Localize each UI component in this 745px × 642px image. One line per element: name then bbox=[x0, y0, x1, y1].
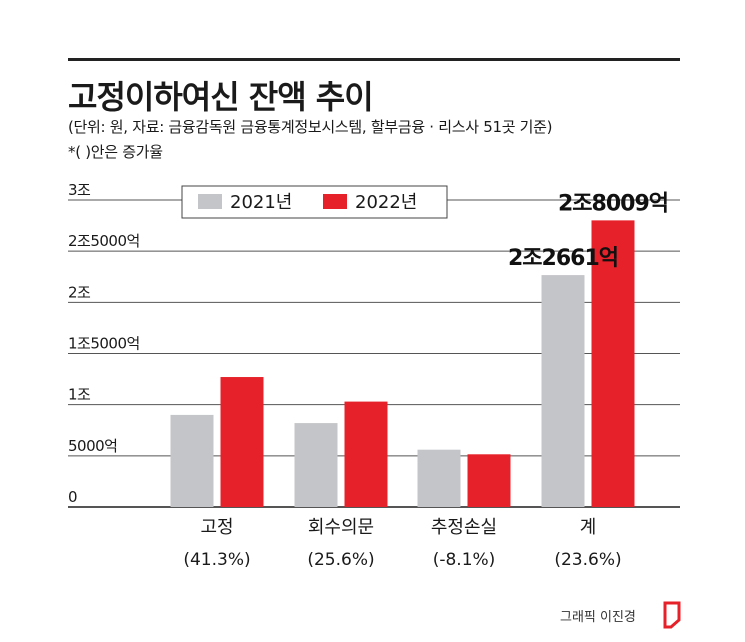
logo-mark-icon bbox=[663, 601, 681, 629]
bar-2022 bbox=[591, 220, 635, 507]
category-label: 계 bbox=[580, 517, 597, 538]
chart-subtitle: (단위: 원, 자료: 금융감독원 금융통계정보시스템, 할부금융 · 리스사 … bbox=[68, 118, 553, 136]
category-rate-label: (-8.1%) bbox=[433, 550, 496, 570]
category-label: 추정손실 bbox=[431, 517, 497, 538]
legend-swatch-2022 bbox=[323, 194, 347, 209]
chart-title: 고정이하여신 잔액 추이 bbox=[68, 78, 374, 116]
category-rate-label: (41.3%) bbox=[183, 550, 250, 570]
data-label: 2조8009억 bbox=[558, 191, 668, 216]
legend-label-2021: 2021년 bbox=[230, 192, 292, 213]
bar-2022 bbox=[467, 454, 511, 507]
y-tick-label: 5000억 bbox=[68, 437, 117, 455]
bar-2022 bbox=[220, 377, 264, 507]
bar-layer bbox=[170, 220, 635, 507]
legend-swatch-2021 bbox=[198, 194, 222, 209]
data-label: 2조2661억 bbox=[508, 246, 618, 271]
y-tick-label: 1조5000억 bbox=[68, 335, 140, 353]
category-rate-label: (23.6%) bbox=[554, 550, 621, 570]
category-label: 회수의문 bbox=[308, 517, 374, 538]
legend-box bbox=[181, 185, 448, 219]
top-rule bbox=[68, 58, 680, 61]
label-layer: 고정 (41.3%) 회수의문 (25.6%) 추정손실 (-8.1%) 계 (23.6%) 2… bbox=[183, 191, 669, 570]
legend-label-2022: 2022년 bbox=[355, 192, 417, 213]
y-tick-label: 2조 bbox=[68, 283, 91, 301]
y-tick-label: 3조 bbox=[68, 181, 91, 199]
bar-2021 bbox=[170, 414, 214, 507]
bar-2022 bbox=[344, 401, 388, 507]
category-label: 고정 bbox=[200, 517, 233, 538]
category-rate-label: (25.6%) bbox=[307, 550, 374, 570]
bar-2021 bbox=[417, 449, 461, 507]
credit: 그래픽 이진경 bbox=[560, 610, 636, 625]
y-tick-label: 2조5000억 bbox=[68, 232, 140, 250]
bar-2021 bbox=[541, 275, 585, 507]
chart-note: *( )안은 증가율 bbox=[68, 143, 163, 161]
bar-2021 bbox=[294, 423, 338, 507]
y-tick-label: 0 bbox=[68, 488, 77, 506]
legend: 2021년 2022년 bbox=[181, 185, 448, 219]
y-tick-label: 1조 bbox=[68, 386, 91, 404]
